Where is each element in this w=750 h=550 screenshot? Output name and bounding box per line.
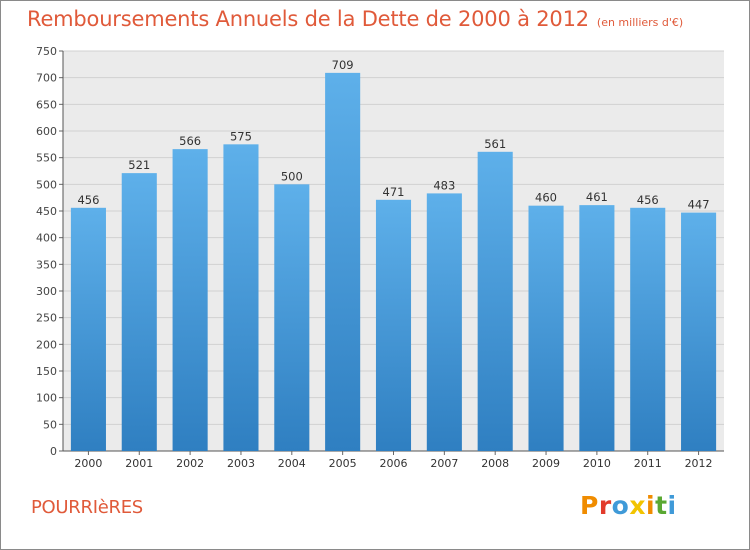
bar-value-label: 460 bbox=[535, 191, 557, 205]
x-tick-label: 2007 bbox=[430, 457, 458, 470]
logo-letter: x bbox=[629, 491, 646, 520]
bar-value-label: 500 bbox=[281, 169, 303, 183]
bar bbox=[681, 212, 717, 451]
bar-value-label: 456 bbox=[77, 193, 99, 207]
bar-value-label: 456 bbox=[637, 193, 659, 207]
logo-letter: o bbox=[611, 491, 630, 520]
logo-letter: t bbox=[655, 491, 668, 520]
chart-subtitle: (en milliers d'€) bbox=[596, 16, 684, 29]
bar bbox=[630, 207, 666, 451]
bar-chart: 0 50 100 150 200 250 300 350 400 450 500 550 600 650 7… bbox=[36, 45, 724, 470]
x-tick-label: 2008 bbox=[481, 457, 509, 470]
logo-letter: i bbox=[646, 491, 656, 520]
y-tick-label: 250 bbox=[36, 312, 57, 325]
y-tick-label: 450 bbox=[36, 205, 57, 218]
x-tick-label: 2001 bbox=[125, 457, 153, 470]
bar bbox=[70, 207, 106, 451]
bar-value-label: 483 bbox=[433, 178, 455, 192]
bar bbox=[477, 151, 513, 452]
x-tick-label: 2012 bbox=[685, 457, 713, 470]
x-tick-label: 2003 bbox=[227, 457, 255, 470]
bar bbox=[426, 193, 462, 451]
x-tick-label: 2011 bbox=[634, 457, 662, 470]
y-tick-label: 600 bbox=[36, 125, 57, 138]
bar-value-label: 566 bbox=[179, 134, 201, 148]
bar-value-label: 709 bbox=[332, 58, 354, 72]
y-tick-label: 700 bbox=[36, 72, 57, 85]
bar bbox=[579, 205, 615, 451]
proxiti-logo: Proxiti bbox=[580, 491, 677, 520]
y-tick-label: 0 bbox=[50, 445, 57, 458]
x-tick-label: 2006 bbox=[380, 457, 408, 470]
y-tick-label: 550 bbox=[36, 152, 57, 165]
bar bbox=[375, 199, 412, 451]
bar-value-label: 471 bbox=[383, 185, 405, 199]
bar bbox=[528, 205, 564, 451]
bar-value-label: 521 bbox=[128, 158, 150, 172]
y-tick-label: 150 bbox=[36, 365, 57, 378]
y-tick-label: 350 bbox=[36, 258, 57, 271]
bar bbox=[172, 149, 208, 451]
x-tick-label: 2000 bbox=[74, 457, 102, 470]
bar bbox=[223, 144, 259, 452]
bar bbox=[325, 72, 361, 451]
x-tick-label: 2004 bbox=[278, 457, 306, 470]
chart-title: Remboursements Annuels de la Dette de 20… bbox=[27, 7, 683, 31]
bar-value-label: 575 bbox=[230, 129, 252, 143]
bar-value-label: 461 bbox=[586, 190, 608, 204]
y-tick-label: 650 bbox=[36, 98, 57, 111]
chart-title-text: Remboursements Annuels de la Dette de 20… bbox=[27, 7, 589, 31]
x-tick-label: 2005 bbox=[329, 457, 357, 470]
x-tick-label: 2002 bbox=[176, 457, 204, 470]
logo-letter: P bbox=[580, 491, 599, 520]
bar bbox=[121, 173, 157, 451]
bar bbox=[274, 184, 310, 452]
y-tick-label: 750 bbox=[36, 45, 57, 58]
x-tick-label: 2010 bbox=[583, 457, 611, 470]
y-tick-label: 50 bbox=[43, 418, 57, 431]
x-tick-label: 2009 bbox=[532, 457, 560, 470]
logo-letter: i bbox=[667, 491, 677, 520]
y-tick-label: 200 bbox=[36, 338, 57, 351]
y-tick-label: 500 bbox=[36, 178, 57, 191]
y-tick-label: 300 bbox=[36, 285, 57, 298]
bar-value-label: 447 bbox=[688, 198, 710, 212]
town-name: POURRIèRES bbox=[31, 497, 143, 518]
bar-value-label: 561 bbox=[484, 137, 506, 151]
y-tick-label: 100 bbox=[36, 392, 57, 405]
logo-letter: r bbox=[598, 491, 612, 520]
y-tick-label: 400 bbox=[36, 232, 57, 245]
